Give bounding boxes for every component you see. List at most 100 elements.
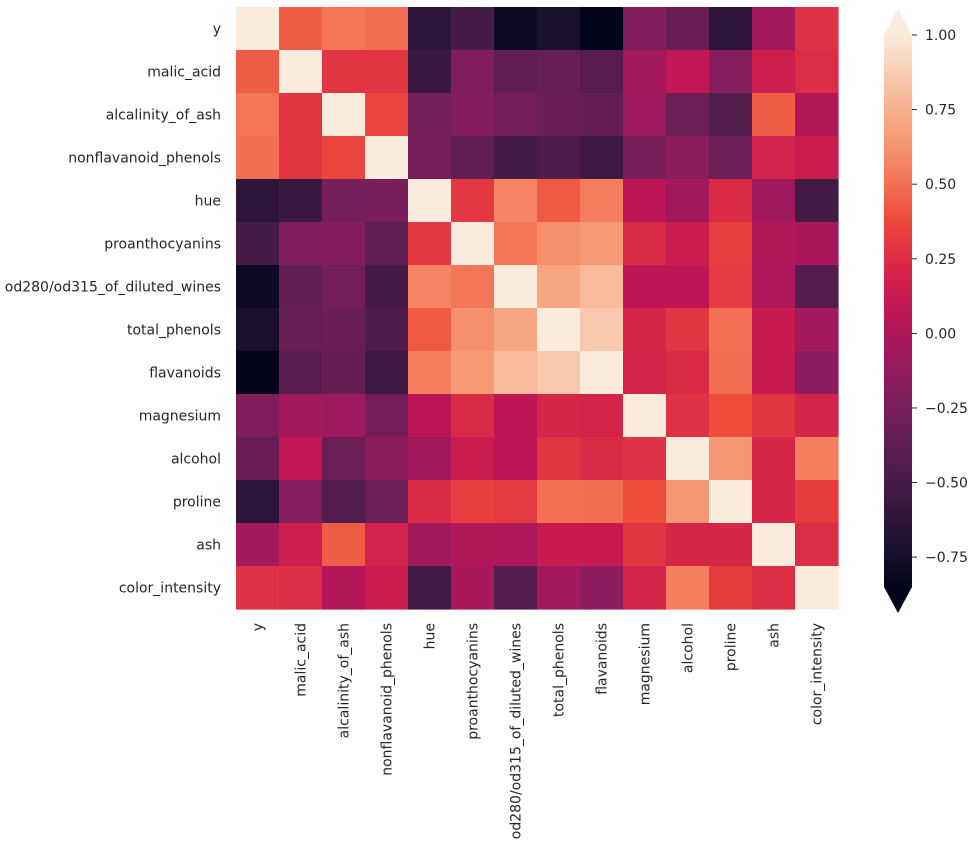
heatmap-cell-magnesium-x-od280-od315-of-diluted-wines <box>494 394 538 438</box>
heatmap-cell-malic-acid-x-y <box>236 50 280 94</box>
heatmap-cell-total-phenols-x-hue <box>408 308 452 352</box>
y-tick-label: proanthocyanins <box>104 237 221 253</box>
y-tick-label: od280/od315_of_diluted_wines <box>5 280 221 296</box>
heatmap-cell-nonflavanoid-phenols-x-hue <box>408 136 452 180</box>
heatmap-cell-alcalinity-of-ash-x-alcohol <box>666 93 710 137</box>
heatmap-cell-total-phenols-x-proanthocyanins <box>451 308 495 352</box>
colorbar-tick-label: 0.75 <box>925 103 956 119</box>
heatmap-cell-color-intensity-x-total-phenols <box>537 566 581 610</box>
heatmap-cell-y-x-proanthocyanins <box>451 7 495 51</box>
heatmap-cell-total-phenols-x-y <box>236 308 280 352</box>
heatmap-cell-proanthocyanins-x-proanthocyanins <box>451 222 495 266</box>
heatmap-cell-flavanoids-x-total-phenols <box>537 351 581 395</box>
y-tick-label: flavanoids <box>149 366 221 382</box>
y-tick-label: color_intensity <box>119 581 221 597</box>
heatmap-cell-od280-od315-of-diluted-wines-x-ash <box>752 265 796 309</box>
heatmap-cell-y-x-alcalinity-of-ash <box>322 7 366 51</box>
heatmap-cell-proanthocyanins-x-flavanoids <box>580 222 624 266</box>
heatmap-cell-alcohol-x-alcohol <box>666 437 710 481</box>
heatmap-cell-magnesium-x-total-phenols <box>537 394 581 438</box>
heatmap-cell-hue-x-malic-acid <box>279 179 323 223</box>
heatmap-cell-nonflavanoid-phenols-x-proanthocyanins <box>451 136 495 180</box>
heatmap-cell-color-intensity-x-alcohol <box>666 566 710 610</box>
y-tick-label: y <box>213 22 221 38</box>
heatmap-cell-ash-x-ash <box>752 523 796 567</box>
heatmap-cell-flavanoids-x-alcohol <box>666 351 710 395</box>
heatmap-cell-hue-x-hue <box>408 179 452 223</box>
heatmap-cell-od280-od315-of-diluted-wines-x-nonflavanoid-phenols <box>365 265 409 309</box>
heatmap-cell-flavanoids-x-ash <box>752 351 796 395</box>
colorbar-tick-label: −0.50 <box>925 476 968 492</box>
heatmap-cell-total-phenols-x-total-phenols <box>537 308 581 352</box>
heatmap-cell-ash-x-od280-od315-of-diluted-wines <box>494 523 538 567</box>
heatmap-cell-ash-x-flavanoids <box>580 523 624 567</box>
x-tick-label: total_phenols <box>552 623 568 717</box>
heatmap-cell-alcohol-x-proanthocyanins <box>451 437 495 481</box>
x-tick-label: hue <box>423 623 439 649</box>
heatmap-cell-hue-x-alcohol <box>666 179 710 223</box>
heatmap-cell-y-x-proline <box>709 7 753 51</box>
heatmap-cell-hue-x-ash <box>752 179 796 223</box>
heatmap-cell-alcohol-x-alcalinity-of-ash <box>322 437 366 481</box>
heatmap-cell-nonflavanoid-phenols-x-flavanoids <box>580 136 624 180</box>
heatmap-cell-malic-acid-x-alcalinity-of-ash <box>322 50 366 94</box>
heatmap-cell-y-x-ash <box>752 7 796 51</box>
heatmap-cell-color-intensity-x-color-intensity <box>795 566 839 610</box>
x-tick-label: y <box>251 623 267 631</box>
heatmap-cell-alcohol-x-proline <box>709 437 753 481</box>
heatmap-cell-y-x-malic-acid <box>279 7 323 51</box>
x-axis-tick-labels: y malic_acid alcalinity_of_ash nonflavanoid… <box>251 623 826 839</box>
heatmap-cell-alcohol-x-magnesium <box>623 437 667 481</box>
heatmap-cell-proline-x-malic-acid <box>279 480 323 524</box>
y-tick-label: proline <box>173 495 221 511</box>
heatmap-cell-flavanoids-x-alcalinity-of-ash <box>322 351 366 395</box>
heatmap-cell-od280-od315-of-diluted-wines-x-alcalinity-of-ash <box>322 265 366 309</box>
heatmap-cell-nonflavanoid-phenols-x-magnesium <box>623 136 667 180</box>
heatmap-cell-ash-x-proline <box>709 523 753 567</box>
y-tick-label: ash <box>196 538 221 554</box>
heatmap-cell-malic-acid-x-malic-acid <box>279 50 323 94</box>
heatmap-cell-color-intensity-x-proline <box>709 566 753 610</box>
heatmap-cell-color-intensity-x-alcalinity-of-ash <box>322 566 366 610</box>
heatmap-cell-alcohol-x-malic-acid <box>279 437 323 481</box>
colorbar-tick-label: 0.50 <box>925 177 956 193</box>
heatmap-cell-hue-x-alcalinity-of-ash <box>322 179 366 223</box>
heatmap-cell-alcohol-x-flavanoids <box>580 437 624 481</box>
heatmap-cell-total-phenols-x-alcohol <box>666 308 710 352</box>
heatmap-cell-od280-od315-of-diluted-wines-x-flavanoids <box>580 265 624 309</box>
heatmap-cell-y-x-hue <box>408 7 452 51</box>
heatmap-cell-alcohol-x-od280-od315-of-diluted-wines <box>494 437 538 481</box>
heatmap-cell-y-x-color-intensity <box>795 7 839 51</box>
heatmap-cell-proanthocyanins-x-hue <box>408 222 452 266</box>
heatmap-cell-proanthocyanins-x-ash <box>752 222 796 266</box>
heatmap-cell-y-x-y <box>236 7 280 51</box>
heatmap-cell-ash-x-malic-acid <box>279 523 323 567</box>
heatmap-cell-color-intensity-x-magnesium <box>623 566 667 610</box>
heatmap-cell-color-intensity-x-flavanoids <box>580 566 624 610</box>
heatmap-cell-od280-od315-of-diluted-wines-x-malic-acid <box>279 265 323 309</box>
heatmap-cell-proanthocyanins-x-alcalinity-of-ash <box>322 222 366 266</box>
y-tick-label: nonflavanoid_phenols <box>68 151 221 167</box>
heatmap-cell-malic-acid-x-od280-od315-of-diluted-wines <box>494 50 538 94</box>
heatmap-cell-proline-x-y <box>236 480 280 524</box>
colorbar-tick-label: 0.00 <box>925 326 956 342</box>
heatmap-cell-malic-acid-x-alcohol <box>666 50 710 94</box>
heatmap-cells <box>236 7 839 610</box>
x-tick-label: color_intensity <box>810 623 826 725</box>
heatmap-cell-od280-od315-of-diluted-wines-x-color-intensity <box>795 265 839 309</box>
heatmap-cell-total-phenols-x-flavanoids <box>580 308 624 352</box>
heatmap-cell-total-phenols-x-od280-od315-of-diluted-wines <box>494 308 538 352</box>
heatmap-cell-proanthocyanins-x-alcohol <box>666 222 710 266</box>
heatmap-cell-od280-od315-of-diluted-wines-x-y <box>236 265 280 309</box>
heatmap-cell-nonflavanoid-phenols-x-od280-od315-of-diluted-wines <box>494 136 538 180</box>
heatmap-cell-hue-x-magnesium <box>623 179 667 223</box>
heatmap-cell-magnesium-x-alcohol <box>666 394 710 438</box>
heatmap-cell-ash-x-hue <box>408 523 452 567</box>
colorbar: 1.00 0.75 0.50 0.25 0.00 −0.25 −0.50 −0.75 <box>884 9 968 613</box>
heatmap-cell-ash-x-color-intensity <box>795 523 839 567</box>
heatmap-cell-ash-x-y <box>236 523 280 567</box>
heatmap-cell-od280-od315-of-diluted-wines-x-proline <box>709 265 753 309</box>
x-tick-label: malic_acid <box>294 623 310 697</box>
heatmap-cell-hue-x-flavanoids <box>580 179 624 223</box>
